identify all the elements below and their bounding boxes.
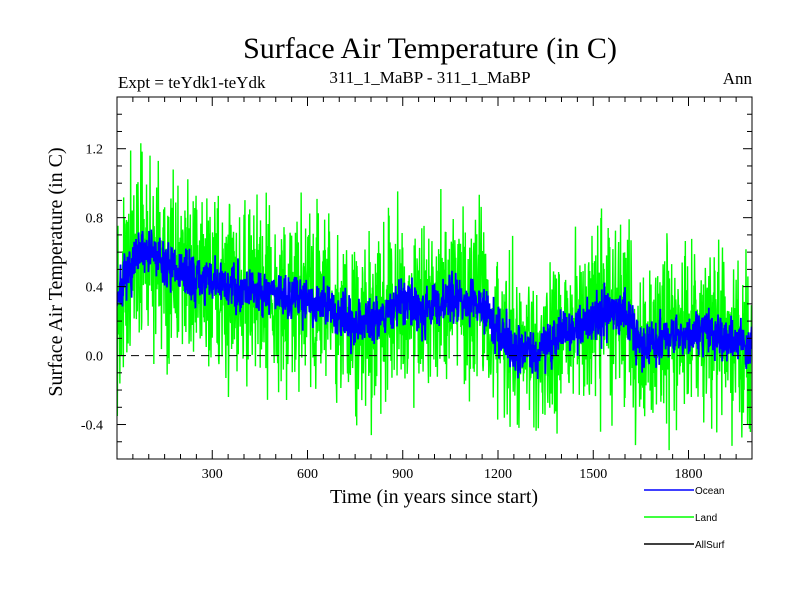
run-label: 311_1_MaBP - 311_1_MaBP bbox=[329, 68, 530, 87]
chart-title: Surface Air Temperature (in C) bbox=[243, 32, 617, 65]
x-tick-label: 600 bbox=[297, 467, 318, 482]
y-axis-label: Surface Air Temperature (in C) bbox=[45, 147, 67, 396]
x-axis-label: Time (in years since start) bbox=[330, 486, 538, 508]
plot-area bbox=[116, 96, 753, 460]
x-tick-label: 900 bbox=[392, 467, 413, 482]
experiment-label: Expt = teYdk1-teYdk bbox=[118, 73, 266, 92]
legend-label-allsurf: AllSurf bbox=[695, 540, 725, 551]
x-tick-label: 1800 bbox=[675, 467, 703, 482]
x-tick-label: 1500 bbox=[579, 467, 607, 482]
legend-label-ocean: Ocean bbox=[695, 486, 724, 497]
x-tick-label: 1200 bbox=[484, 467, 512, 482]
axis-ticks: 300 600 900 1200 1500 1800 -0.4 0.0 0.4 0.8 1.2 bbox=[81, 97, 752, 482]
y-tick-label: 1.2 bbox=[86, 143, 104, 158]
x-tick-label: 300 bbox=[202, 467, 223, 482]
legend-label-land: Land bbox=[695, 513, 717, 524]
y-tick-label: 0.0 bbox=[86, 350, 104, 365]
series-line-ocean bbox=[117, 229, 752, 380]
y-tick-label: -0.4 bbox=[81, 419, 103, 434]
y-tick-label: 0.4 bbox=[86, 281, 104, 296]
legend: Ocean Land AllSurf bbox=[644, 486, 725, 551]
season-label: Ann bbox=[723, 69, 753, 88]
y-tick-label: 0.8 bbox=[86, 212, 104, 227]
